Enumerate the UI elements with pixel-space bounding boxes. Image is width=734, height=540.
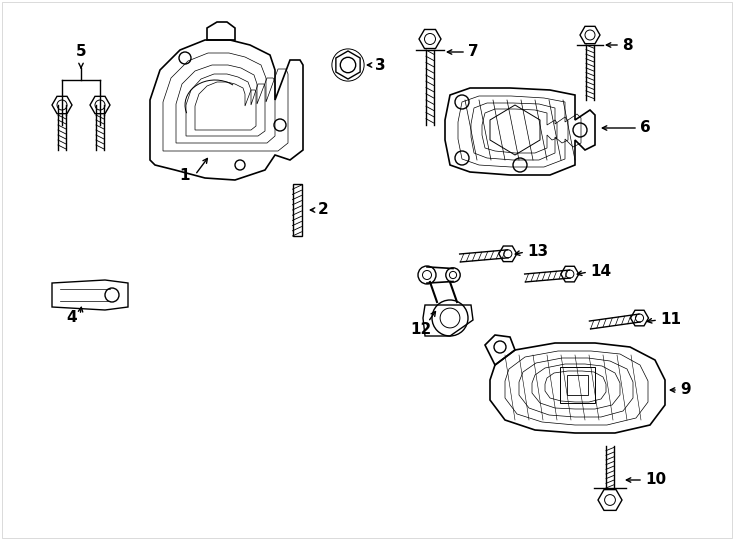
Text: 5: 5 xyxy=(76,44,87,59)
Text: 8: 8 xyxy=(622,37,633,52)
Text: 6: 6 xyxy=(640,120,651,136)
Text: 1: 1 xyxy=(180,167,190,183)
Text: 7: 7 xyxy=(468,44,479,59)
Text: 11: 11 xyxy=(660,313,681,327)
Text: 9: 9 xyxy=(680,382,691,397)
Text: 2: 2 xyxy=(318,202,329,218)
Text: 14: 14 xyxy=(590,265,611,280)
Text: 3: 3 xyxy=(375,57,385,72)
Text: 12: 12 xyxy=(410,322,432,338)
Bar xyxy=(293,184,302,236)
Text: 4: 4 xyxy=(67,310,77,326)
Text: 13: 13 xyxy=(527,245,548,260)
Text: 10: 10 xyxy=(645,472,666,488)
